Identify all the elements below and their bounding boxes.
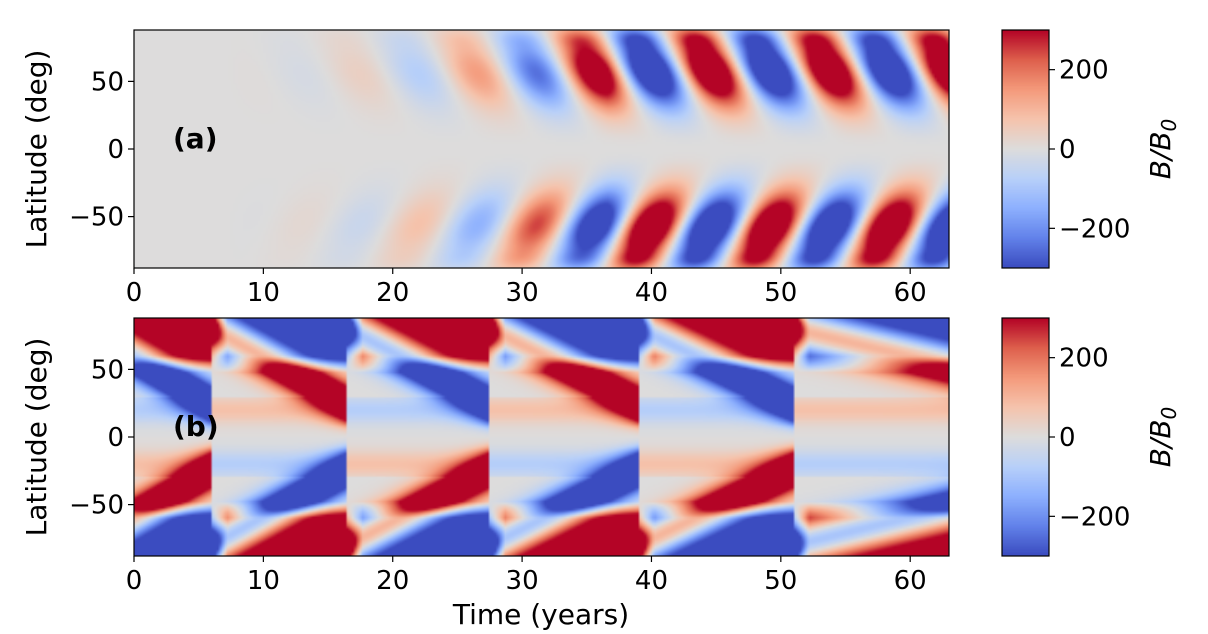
colorbar-tick-label: 200 [1059,344,1109,374]
y-tick-label: 0 [107,135,124,165]
x-tick-label: 10 [247,278,280,308]
xlabel-b: Time (years) [452,598,629,631]
panel-a: 0 10 20 30 40 50 60 500−50 Latitude (deg) (a) … [20,29,1181,308]
heatmap-b [134,318,949,556]
x-tick-label: 20 [376,278,409,308]
x-tick-label: 50 [764,566,797,596]
colorbar-tick-label: 0 [1059,423,1076,453]
panel-label-a: (a) [173,122,218,155]
colorbar-label-a: B/B0 [1144,119,1181,180]
y-ticks-a: 50 0 −50 [69,67,134,233]
panel-label-b: (b) [173,410,219,443]
x-tick-label: 30 [506,278,539,308]
colorbar-b [1002,318,1049,556]
y-tick-label: 50 [91,67,124,97]
x-ticks-b: 0 10 20 30 40 50 60 [126,556,927,596]
colorbar-label-b: B/B0 [1144,407,1181,468]
panel-b: 0 10 20 30 40 50 60 500−50 Latitude (deg) (b) … [20,317,1181,631]
ylabel-a: Latitude (deg) [20,50,53,249]
x-tick-label: 60 [894,278,927,308]
x-ticks-a: 0 10 20 30 40 50 60 [126,268,927,308]
colorbar-tick-label: 200 [1059,56,1109,86]
y-tick-label: −50 [69,203,124,233]
colorbar-tick-label: 0 [1059,135,1076,165]
y-tick-label: 50 [91,355,124,385]
y-tick-label: −50 [69,491,124,521]
y-tick-label: 0 [107,423,124,453]
x-tick-label: 40 [635,278,668,308]
x-tick-label: 30 [506,566,539,596]
colorbar-a [1002,30,1049,268]
ylabel-b: Latitude (deg) [20,338,53,537]
x-tick-label: 60 [894,566,927,596]
heatmap-a [134,30,949,268]
x-tick-label: 0 [126,566,143,596]
x-tick-label: 0 [126,278,143,308]
x-tick-label: 40 [635,566,668,596]
x-tick-label: 20 [376,566,409,596]
colorbar-ticks-b: 200 0 −200 [1049,344,1130,532]
colorbar-ticks-a: 200 0 −200 [1049,56,1130,244]
x-tick-label: 50 [764,278,797,308]
colorbar-tick-label: −200 [1059,502,1130,532]
x-tick-label: 10 [247,566,280,596]
y-ticks-b: 50 0 −50 [69,355,134,521]
colorbar-tick-label: −200 [1059,214,1130,244]
